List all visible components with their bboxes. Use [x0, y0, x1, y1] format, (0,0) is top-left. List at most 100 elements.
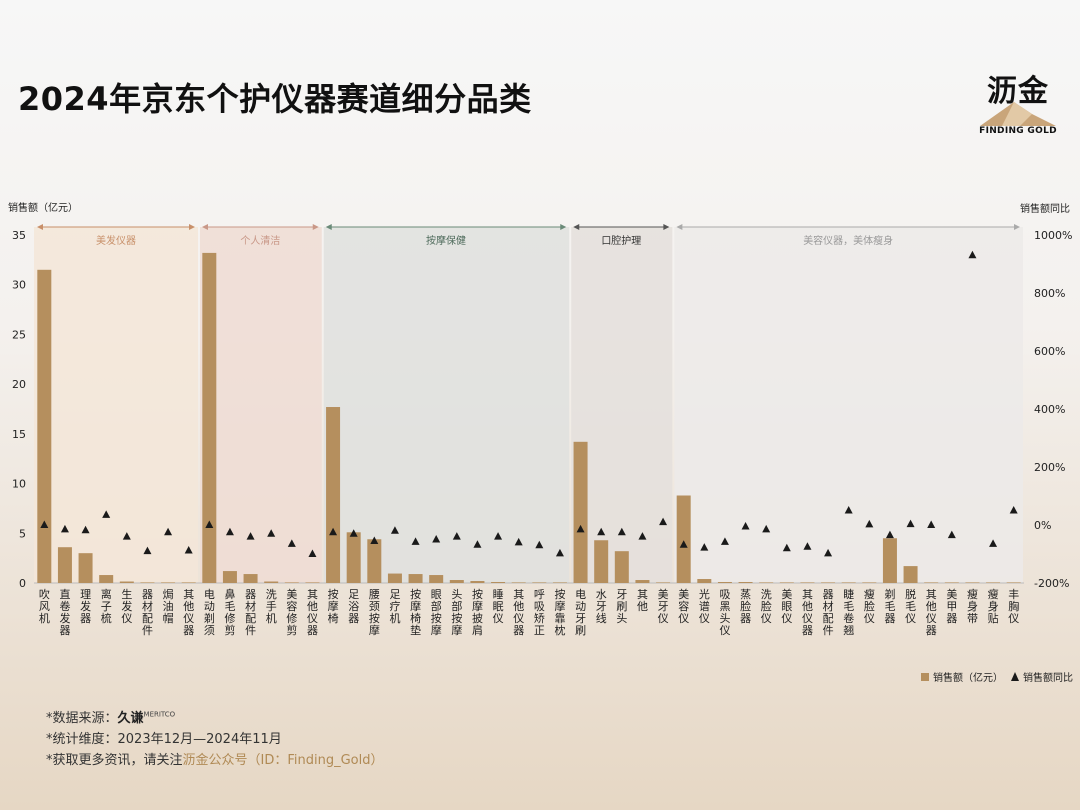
yoy-marker — [308, 549, 317, 557]
group-arrow-head — [325, 224, 332, 230]
yoy-marker — [122, 532, 131, 540]
yoy-marker — [968, 250, 977, 259]
bar — [779, 582, 794, 583]
yoy-marker — [989, 539, 998, 547]
yoy-marker — [844, 506, 853, 514]
follow-highlight: 沥金公众号（ID：Finding_Gold） — [182, 753, 384, 768]
yoy-marker — [803, 542, 812, 550]
group-arrow-head — [37, 224, 43, 230]
group-arrow-head — [560, 224, 567, 230]
x-tick-label: 吸黑头仪 — [719, 588, 730, 637]
bar — [738, 582, 753, 583]
y-axis-title: 销售额（亿元） — [8, 201, 78, 214]
group-arrow-head — [202, 224, 208, 230]
yoy-marker — [40, 520, 49, 528]
bar — [491, 582, 506, 583]
legend-marker-swatch — [1011, 672, 1019, 681]
x-tick-label: 洗手机 — [266, 588, 277, 625]
group-arrow-head — [312, 224, 319, 230]
bar — [429, 575, 444, 583]
yoy-marker — [720, 537, 729, 545]
follow-prefix: *获取更多资讯，请关注 — [46, 753, 183, 768]
bar — [944, 582, 959, 583]
data-source-prefix: *数据来源： — [46, 711, 118, 726]
bar — [387, 573, 402, 583]
bar — [326, 407, 341, 583]
y2-tick-label: 0% — [1034, 519, 1051, 532]
bar — [57, 547, 72, 583]
bar — [181, 582, 196, 583]
bar — [346, 532, 361, 583]
bar — [903, 566, 918, 583]
x-tick-label: 睫毛卷翘 — [843, 588, 854, 637]
bar — [243, 574, 258, 583]
x-tick-label: 美甲器 — [946, 588, 957, 625]
x-tick-label: 蒸脸器 — [740, 588, 751, 625]
brand-logo: 沥金 FINDING GOLD — [972, 64, 1064, 140]
yoy-marker — [329, 527, 338, 536]
bar — [882, 538, 897, 583]
x-tick-label: 理发器 — [80, 588, 91, 625]
page-title: 2024年京东个护仪器赛道细分品类 — [18, 80, 532, 118]
yoy-marker — [597, 527, 606, 536]
x-tick-label: 水牙线 — [596, 588, 607, 625]
bar — [408, 574, 423, 583]
x-tick-label: 足浴器 — [348, 588, 359, 625]
x-tick-label: 焗油帽 — [163, 587, 174, 625]
y-tick-label: 0 — [19, 577, 26, 590]
yoy-marker — [473, 540, 482, 548]
mountain-icon — [980, 102, 1056, 126]
x-tick-label: 电动剃须 — [204, 588, 215, 637]
logo-name: 沥金 — [987, 74, 1049, 109]
yoy-marker — [81, 525, 90, 534]
yoy-marker — [700, 543, 709, 551]
y2-tick-label: 400% — [1034, 403, 1065, 416]
yoy-marker — [164, 527, 173, 536]
source-brand: 久谦MERITCO — [117, 710, 176, 726]
x-tick-label: 美容修剪 — [286, 588, 297, 637]
x-tick-label: 美容仪 — [678, 588, 689, 625]
x-tick-label: 其他仪器 — [513, 588, 524, 637]
x-tick-label: 美牙仪 — [658, 588, 669, 625]
yoy-marker — [824, 548, 833, 557]
bar — [449, 580, 464, 583]
x-tick-label: 牙刷头 — [616, 588, 627, 625]
logo-subtitle: FINDING GOLD — [979, 126, 1057, 136]
yoy-marker — [184, 546, 193, 554]
x-tick-label: 其他仪器 — [802, 588, 813, 637]
group-label: 个人清洁 — [240, 234, 280, 247]
x-tick-label: 腰颈按摩 — [369, 588, 380, 637]
x-tick-label: 直卷发器 — [59, 587, 70, 637]
yoy-marker — [782, 543, 791, 552]
group-arrow-head — [573, 224, 580, 230]
x-tick-label: 其他仪器 — [307, 588, 318, 637]
yoy-marker — [927, 520, 936, 528]
x-tick-label: 眼部按摩 — [431, 588, 442, 637]
bar — [532, 582, 547, 583]
group-band — [34, 227, 198, 583]
group-band — [323, 227, 570, 583]
yoy-marker — [741, 521, 750, 530]
x-tick-label: 光谱仪 — [699, 587, 710, 625]
yoy-marker — [349, 529, 358, 537]
y2-axis-title: 销售额同比 — [1020, 202, 1070, 215]
yoy-marker — [494, 532, 503, 540]
yoy-marker — [205, 520, 214, 528]
x-tick-label: 器材配件 — [245, 588, 256, 637]
y-tick-label: 20 — [12, 378, 26, 391]
bar — [800, 582, 815, 583]
bar — [759, 582, 774, 583]
yoy-marker — [638, 532, 647, 540]
y-tick-label: 5 — [19, 527, 26, 540]
yoy-marker — [432, 535, 441, 543]
bar — [511, 582, 526, 583]
bar — [264, 581, 279, 583]
x-tick-label: 头部按摩 — [451, 588, 462, 637]
yoy-marker — [576, 524, 585, 533]
legend-bar-swatch — [921, 673, 929, 681]
yoy-marker — [225, 527, 234, 536]
yoy-marker — [617, 527, 626, 536]
bar — [594, 540, 609, 583]
bar — [202, 252, 217, 583]
sales-chart: 美发仪器 个人清洁 按摩保健 口腔护理 美容仪器，美体瘦身销售额（亿元）05101520… — [8, 201, 1073, 684]
